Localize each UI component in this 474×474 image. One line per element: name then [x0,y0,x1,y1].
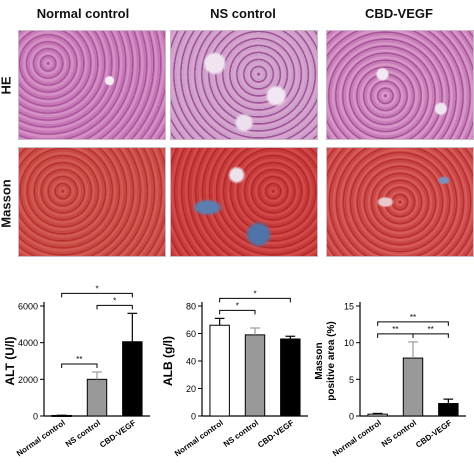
significance-bracket [377,321,449,326]
bar [86,378,108,417]
y-tick-label: 80 [186,302,196,312]
column-title-cbd-vegf: CBD-VEGF [365,6,433,21]
he-cbd-vegf-image [326,30,474,140]
bar [367,413,388,417]
y-tick-label: 10 [344,338,354,348]
masson-ns-control-image [170,147,318,257]
masson-normal-control-image [18,147,166,257]
y-axis-label: Masson [314,342,325,379]
column-title-ns-control: NS control [210,6,276,21]
significance-bracket [219,309,256,315]
masson-cbd-vegf-image [326,147,474,257]
bar [244,334,266,417]
bar [438,403,459,417]
significance-bracket [412,333,449,338]
y-tick-label: 2000 [18,375,38,385]
significance-label: * [236,301,239,310]
x-tick-label: CBD-VEGF [256,418,295,449]
significance-bracket [96,304,133,310]
significance-bracket [219,297,291,303]
y-axis-label: ALT (U/l) [3,336,17,385]
bar [122,341,143,417]
significance-bracket [61,292,133,298]
y-tick-label: 60 [186,329,196,339]
y-axis-label: positive area (%) [326,321,337,400]
masson-area-bar-chart: 0 5 10 15 Masson positive area (%) Normal cont… [314,302,466,458]
bar [280,338,301,417]
column-title-normal-control: Normal control [36,6,130,21]
x-tick-label: CBD-VEGF [98,418,137,449]
y-tick-label: 20 [186,384,196,394]
y-tick-label: 4000 [18,338,38,348]
x-tick-label: CBD-VEGF [414,418,453,449]
significance-label: * [95,284,98,293]
significance-label: * [253,289,256,298]
he-normal-control-image [18,30,166,140]
x-tick-label: NS control [64,418,102,449]
he-ns-control-image [170,30,318,140]
significance-label: ** [392,325,398,334]
x-tick-label: Normal control [173,418,225,458]
bar [402,357,424,417]
bar [209,324,230,417]
y-tick-label: 40 [186,357,196,367]
y-axis-label: ALB (g/l) [161,336,175,386]
x-tick-label: Normal control [15,418,67,458]
row-title-masson: Masson [0,179,14,228]
x-tick-label: NS control [222,418,260,449]
x-tick-label: NS control [380,418,418,449]
y-tick-label: 0 [191,412,196,422]
y-tick-label: 0 [33,412,38,422]
significance-bracket [61,363,98,368]
significance-bracket [377,333,414,338]
y-tick-label: 15 [344,302,354,312]
significance-label: ** [428,325,434,334]
x-tick-label: Normal control [331,418,383,458]
y-tick-label: 6000 [18,302,38,312]
significance-label: * [113,296,116,305]
y-tick-label: 5 [349,375,354,385]
significance-label: ** [410,313,416,322]
significance-label: ** [76,355,82,364]
y-tick-label: 0 [349,412,354,422]
row-title-he: HE [0,76,14,95]
